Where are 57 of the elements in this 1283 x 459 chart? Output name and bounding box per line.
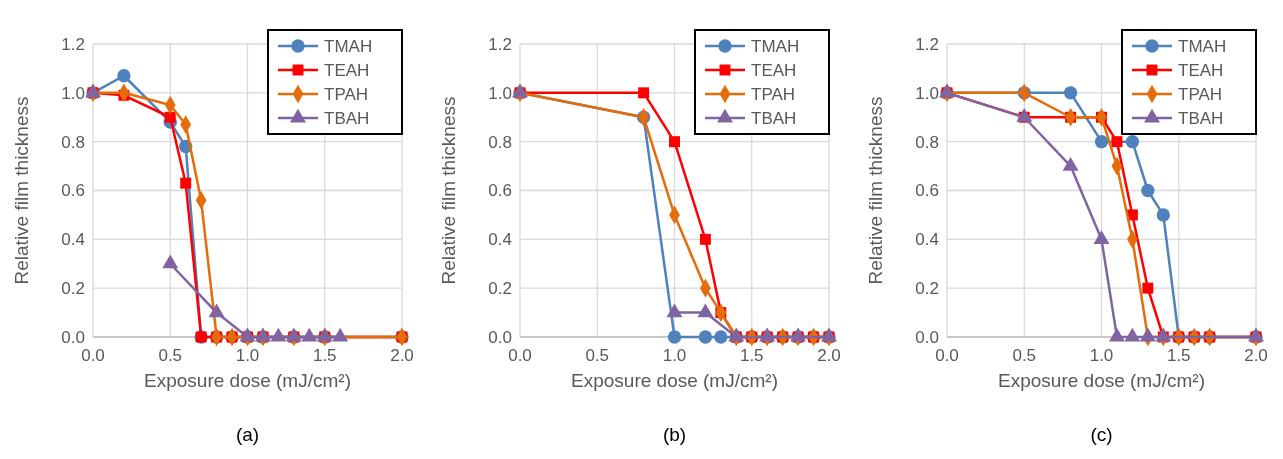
- y-tick-label: 0.0: [61, 327, 85, 347]
- x-axis-title: Exposure dose (mJ/cm²): [998, 370, 1205, 391]
- x-tick-label: 0.0: [508, 346, 532, 365]
- x-tick-label: 2.0: [390, 346, 414, 365]
- legend-label: TPAH: [1178, 84, 1223, 104]
- x-axis-title: Exposure dose (mJ/cm²): [571, 370, 778, 391]
- legend-label: TMAH: [751, 36, 800, 56]
- x-tick-label: 0.0: [81, 346, 105, 365]
- text: (c): [1090, 424, 1113, 445]
- text: (a): [235, 424, 260, 445]
- y-tick-label: 0.8: [488, 132, 512, 152]
- legend-label: TEAH: [751, 60, 797, 80]
- legend-label: TMAH: [324, 36, 373, 56]
- legend-label: TBAH: [1178, 108, 1224, 128]
- y-tick-label: 1.0: [915, 83, 939, 103]
- legend-label: TEAH: [1178, 60, 1224, 80]
- legend-label: TPAH: [324, 84, 369, 104]
- x-tick-label: 1.5: [1166, 346, 1191, 365]
- y-tick-label: 1.2: [915, 34, 939, 54]
- legend-label: TMAH: [1178, 36, 1227, 56]
- y-tick-label: 0.2: [61, 279, 85, 299]
- y-axis-title: Relative film thickness: [438, 96, 459, 285]
- y-tick-label: 0.4: [61, 230, 85, 250]
- y-tick-label: 0.4: [488, 230, 512, 250]
- y-axis-title: Relative film thickness: [11, 96, 32, 285]
- y-tick-label: 1.2: [61, 34, 85, 54]
- y-tick-label: 1.0: [61, 83, 85, 103]
- y-tick-label: 0.2: [915, 279, 939, 299]
- legend-label: TPAH: [751, 84, 796, 104]
- y-tick-label: 1.0: [488, 83, 512, 103]
- text: (b): [662, 424, 687, 445]
- y-tick-label: 0.8: [915, 132, 939, 152]
- y-tick-label: 1.2: [488, 34, 512, 54]
- y-tick-label: 0.2: [488, 279, 512, 299]
- y-tick-label: 0.6: [488, 181, 512, 201]
- x-tick-label: 1.0: [1089, 346, 1114, 365]
- y-tick-label: 0.8: [61, 132, 85, 152]
- x-tick-label: 1.0: [662, 346, 687, 365]
- y-tick-label: 0.4: [915, 230, 939, 250]
- y-tick-label: 0.0: [915, 327, 939, 347]
- legend-label: TEAH: [324, 60, 370, 80]
- y-axis-title: Relative film thickness: [865, 96, 886, 285]
- x-tick-label: 2.0: [817, 346, 841, 365]
- x-tick-label: 2.0: [1244, 346, 1268, 365]
- legend-label: TBAH: [324, 108, 370, 128]
- x-tick-label: 0.5: [1012, 346, 1037, 365]
- legend-label: TBAH: [751, 108, 797, 128]
- x-tick-label: 1.5: [312, 346, 337, 365]
- x-axis-title: Exposure dose (mJ/cm²): [144, 370, 351, 391]
- x-tick-label: 0.5: [585, 346, 610, 365]
- y-tick-label: 0.6: [61, 181, 85, 201]
- y-tick-label: 0.6: [915, 181, 939, 201]
- y-tick-label: 0.0: [488, 327, 512, 347]
- x-tick-label: 0.0: [935, 346, 959, 365]
- x-tick-label: 0.5: [158, 346, 183, 365]
- x-tick-label: 1.5: [739, 346, 764, 365]
- x-tick-label: 1.0: [235, 346, 260, 365]
